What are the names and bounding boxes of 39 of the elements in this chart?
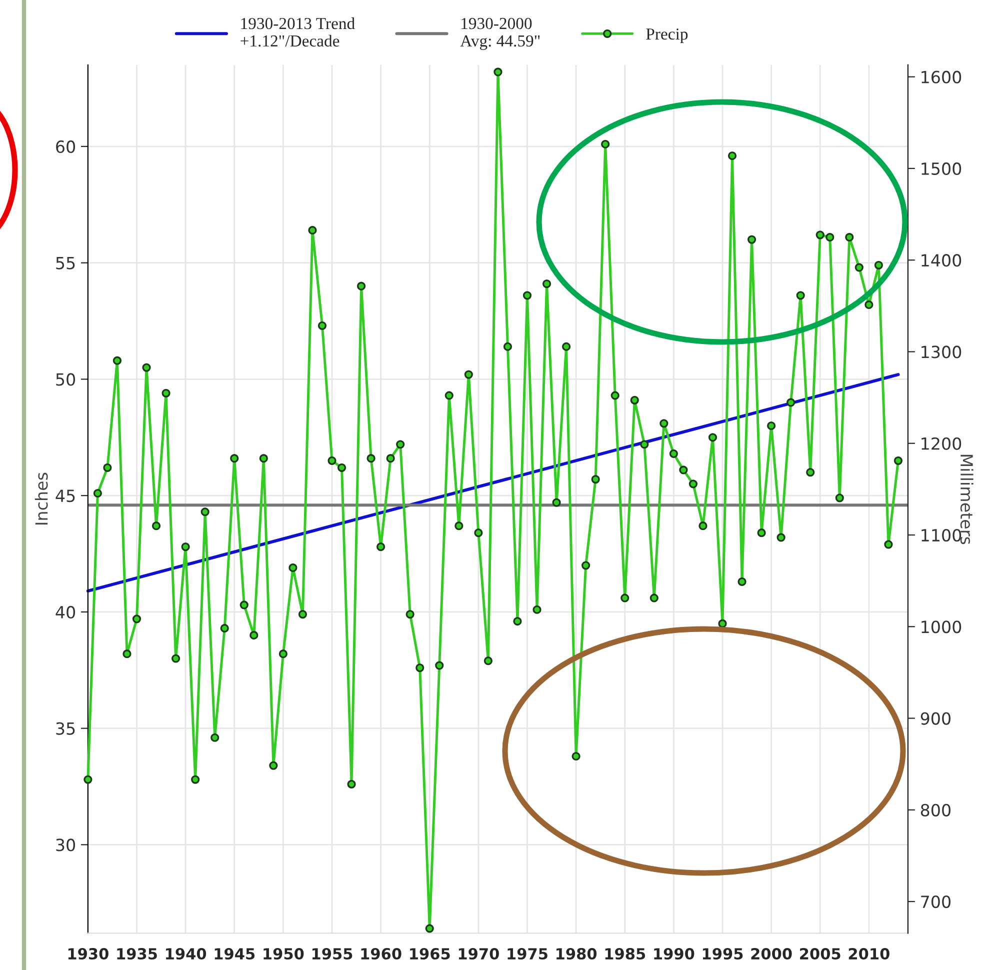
x-tick-label: 1995 — [702, 948, 743, 960]
y2-tick-label: 1200 — [922, 437, 962, 450]
y2-tick-label: 800 — [920, 804, 950, 816]
y-axis-title: Inches — [34, 472, 48, 524]
y2-tick-label: 1500 — [922, 162, 962, 176]
y2-tick-label: 1400 — [922, 254, 962, 267]
x-tick-label: 1970 — [458, 948, 499, 960]
legend-label: 1930-2000 Avg: 44.59" — [460, 18, 540, 50]
y2-tick-label: 1000 — [922, 620, 962, 634]
y-tick-label: 35 — [56, 722, 75, 735]
y-tick-label: 60 — [56, 140, 76, 154]
y2-axis-title: Millimeters — [960, 454, 974, 544]
x-tick-label: 1985 — [605, 948, 646, 960]
y2-tick-label: 1100 — [922, 528, 962, 542]
y2-tick-label: 1300 — [922, 346, 962, 358]
x-tick-label: 1990 — [654, 948, 694, 960]
x-tick-label: 1945 — [214, 948, 255, 960]
y-tick-label: 50 — [56, 373, 76, 386]
y-tick-label: 55 — [56, 257, 75, 270]
y2-tick-label: 900 — [920, 712, 950, 725]
x-tick-label: 1935 — [117, 948, 157, 960]
y-tick-label: 45 — [56, 490, 75, 502]
y2-tick-label: 1600 — [922, 70, 962, 84]
x-tick-label: 1930 — [68, 948, 108, 960]
y-tick-label: 30 — [56, 838, 76, 852]
legend-label: 1930-2013 Trend +1.12"/Decade — [240, 17, 355, 47]
x-tick-label: 2010 — [848, 948, 890, 960]
x-tick-label: 2005 — [800, 948, 840, 960]
x-tick-label: 1965 — [410, 948, 450, 960]
x-tick-label: 1975 — [508, 948, 548, 960]
x-tick-label: 2000 — [751, 948, 792, 960]
x-tick-label: 1940 — [166, 948, 206, 960]
y2-tick-label: 700 — [921, 895, 950, 908]
x-tick-label: 1955 — [312, 948, 352, 960]
x-tick-label: 1980 — [556, 948, 597, 960]
x-tick-label: 1960 — [361, 948, 402, 960]
y-tick-label: 40 — [56, 606, 76, 619]
x-tick-label: 1950 — [264, 948, 304, 960]
legend-label: Precip — [646, 28, 688, 44]
